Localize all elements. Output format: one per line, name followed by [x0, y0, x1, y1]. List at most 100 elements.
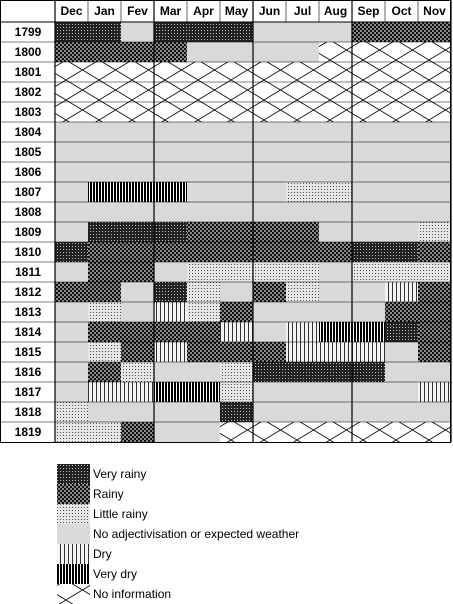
- weather-cell: [286, 102, 319, 122]
- weather-cell: [154, 342, 187, 362]
- legend-swatch: [57, 484, 90, 504]
- weather-cell: [121, 382, 154, 402]
- weather-cell: [88, 282, 121, 302]
- year-label: 1807: [15, 185, 42, 199]
- month-label: Dec: [60, 4, 82, 18]
- weather-cell: [385, 22, 418, 42]
- weather-cell: [286, 222, 319, 242]
- weather-cell: [154, 142, 187, 162]
- weather-cell: [352, 422, 385, 442]
- weather-cell: [88, 342, 121, 362]
- month-label: Mar: [160, 4, 182, 18]
- weather-cell: [187, 222, 220, 242]
- weather-cell: [88, 402, 121, 422]
- weather-cell: [154, 382, 187, 402]
- weather-cell: [88, 222, 121, 242]
- legend-label: No adjectivisation or expected weather: [93, 527, 299, 541]
- weather-cell: [253, 322, 286, 342]
- weather-cell: [187, 382, 220, 402]
- weather-cell: [385, 62, 418, 82]
- weather-cell: [352, 42, 385, 62]
- weather-cell: [55, 322, 88, 342]
- weather-cell: [253, 382, 286, 402]
- weather-cell: [385, 102, 418, 122]
- weather-cell: [187, 22, 220, 42]
- weather-cell: [418, 342, 451, 362]
- weather-cell: [286, 402, 319, 422]
- legend-swatch: [57, 524, 90, 544]
- weather-cell: [154, 362, 187, 382]
- year-label: 1802: [15, 85, 42, 99]
- weather-cell: [121, 182, 154, 202]
- weather-cell: [55, 122, 88, 142]
- weather-cell: [220, 162, 253, 182]
- weather-cell: [319, 162, 352, 182]
- weather-cell: [352, 242, 385, 262]
- weather-cell: [352, 262, 385, 282]
- weather-cell: [55, 102, 88, 122]
- weather-cell: [286, 162, 319, 182]
- legend-swatch: [57, 504, 90, 524]
- month-label: Nov: [423, 4, 446, 18]
- weather-cell: [154, 262, 187, 282]
- weather-cell: [385, 302, 418, 322]
- weather-cell: [121, 422, 154, 442]
- weather-cell: [121, 262, 154, 282]
- weather-cell: [220, 342, 253, 362]
- weather-cell: [154, 422, 187, 442]
- weather-cell: [418, 382, 451, 402]
- weather-cell: [418, 402, 451, 422]
- weather-cell: [187, 422, 220, 442]
- weather-cell: [286, 142, 319, 162]
- weather-cell: [418, 102, 451, 122]
- weather-cell: [187, 162, 220, 182]
- weather-cell: [253, 42, 286, 62]
- weather-cell: [55, 202, 88, 222]
- weather-cell: [385, 42, 418, 62]
- weather-cell: [154, 402, 187, 422]
- weather-cell: [220, 102, 253, 122]
- weather-cell: [385, 222, 418, 242]
- year-label: 1818: [15, 405, 42, 419]
- year-label: 1805: [15, 145, 42, 159]
- weather-cell: [319, 322, 352, 342]
- weather-cell: [418, 142, 451, 162]
- year-label: 1812: [15, 285, 42, 299]
- weather-cell: [319, 42, 352, 62]
- year-label: 1813: [15, 305, 42, 319]
- weather-cell: [220, 62, 253, 82]
- weather-cell: [385, 402, 418, 422]
- weather-cell: [253, 402, 286, 422]
- weather-cell: [88, 322, 121, 342]
- month-label: Jan: [94, 4, 115, 18]
- weather-cell: [220, 362, 253, 382]
- weather-cell: [352, 162, 385, 182]
- weather-cell: [55, 162, 88, 182]
- weather-cell: [319, 382, 352, 402]
- weather-cell: [220, 262, 253, 282]
- weather-cell: [253, 242, 286, 262]
- weather-cell: [418, 242, 451, 262]
- weather-cell: [286, 202, 319, 222]
- weather-cell: [154, 102, 187, 122]
- grid: Dec Jan Fev Mar Apr May Jun Jul Aug Sep Oct Nov 1799…: [0, 0, 452, 443]
- year-label: 1804: [15, 125, 42, 139]
- weather-cell: [55, 82, 88, 102]
- weather-cell: [286, 62, 319, 82]
- weather-cell: [418, 362, 451, 382]
- legend-label: Very rainy: [93, 467, 146, 481]
- weather-cell: [55, 42, 88, 62]
- month-label: Oct: [391, 4, 411, 18]
- weather-cell: [253, 202, 286, 222]
- weather-cell: [154, 322, 187, 342]
- weather-cell: [319, 362, 352, 382]
- weather-cell: [352, 122, 385, 142]
- weather-cell: [154, 282, 187, 302]
- year-label: 1819: [15, 425, 42, 439]
- weather-cell: [253, 62, 286, 82]
- weather-cell: [319, 122, 352, 142]
- weather-cell: [319, 402, 352, 422]
- weather-cell: [319, 262, 352, 282]
- weather-cell: [220, 82, 253, 102]
